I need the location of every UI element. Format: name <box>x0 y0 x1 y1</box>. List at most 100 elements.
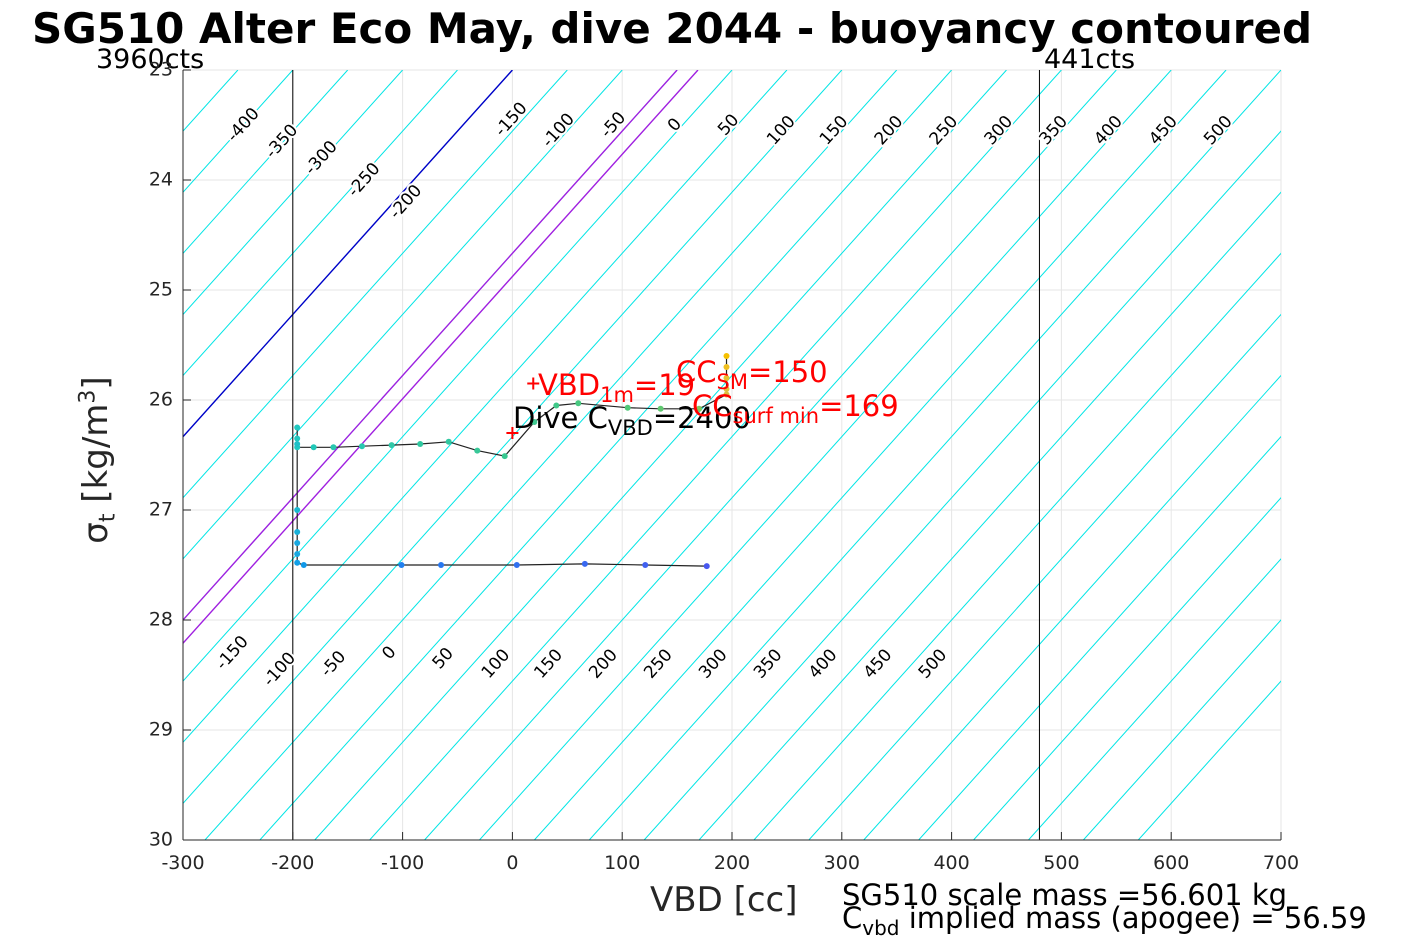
neutral-buoyancy-line <box>183 70 513 438</box>
buoyancy-contour <box>0 70 18 840</box>
y-tick-label: 25 <box>149 279 173 301</box>
cc-contour <box>183 70 678 622</box>
buoyancy-contour <box>1082 619 1281 840</box>
scale-mass-text: SG510 scale mass =56.601 kg <box>842 878 1288 912</box>
buoyancy-contour <box>183 70 733 682</box>
buoyancy-contour <box>314 70 1007 840</box>
x-tick-label: -100 <box>381 852 424 874</box>
x-tick-label: 700 <box>1263 852 1299 874</box>
x-tick-label: -200 <box>271 852 314 874</box>
dive-trace-point <box>624 404 631 411</box>
dive-trace-point <box>581 560 588 567</box>
contour-label: 50 <box>429 644 458 673</box>
buoyancy-contour <box>424 70 1117 840</box>
dive-trace-point <box>723 375 730 381</box>
dive-trace-point <box>513 562 520 568</box>
contour-label: -100 <box>538 109 579 151</box>
contour-label: 50 <box>714 110 743 139</box>
x-tick-label: 300 <box>824 852 860 874</box>
dive-trace-point <box>294 507 301 513</box>
contour-label: 300 <box>981 112 1018 150</box>
contour-label: 250 <box>640 645 677 683</box>
contour-label: -50 <box>317 647 350 681</box>
x-tick-label: 100 <box>604 852 640 874</box>
x-axis-label: VBD [cc] <box>650 880 798 920</box>
dive-trace-point <box>445 438 452 445</box>
contour-label: 0 <box>664 114 686 135</box>
dive-trace-point <box>657 405 664 412</box>
contour-label: 200 <box>585 645 622 683</box>
buoyancy-contour <box>183 70 623 560</box>
dive-trace-point <box>723 391 730 398</box>
cc-contour <box>183 70 699 645</box>
axes: -300 -200 -100 0 100 200 300 400 500 600 700232425… <box>149 59 1299 875</box>
buoyancy-contour <box>1137 680 1281 840</box>
y-tick-label: 24 <box>149 169 173 191</box>
dive-trace-point <box>294 540 301 546</box>
contour-label: 400 <box>805 645 842 683</box>
buoyancy-contour <box>588 70 1281 840</box>
y-tick-label: 26 <box>149 389 173 411</box>
dive-trace-point <box>398 562 405 568</box>
dive-trace-point <box>642 562 649 568</box>
vbd-1m-annotation: VBD1m=19 <box>538 368 696 407</box>
dive-cvbd-marker <box>506 427 519 439</box>
dive-trace-point <box>723 386 730 392</box>
buoyancy-contour <box>183 70 843 805</box>
dive-trace-point <box>388 442 395 449</box>
cc-surf-min-annotation: CCsurf min=169 <box>692 389 899 428</box>
contour-label: 100 <box>478 645 515 683</box>
dive-trace-point <box>294 559 301 566</box>
contour-label: 450 <box>860 645 897 683</box>
cc-sm-annotation: CCSM=150 <box>676 355 828 394</box>
x-tick-label: 500 <box>1043 852 1079 874</box>
buoyancy-contour <box>183 70 403 316</box>
vbd-1m-marker <box>527 377 540 390</box>
dive-trace-point <box>294 441 301 447</box>
x-tick-label: 0 <box>506 852 518 874</box>
contour-label: 350 <box>1035 112 1072 150</box>
y-tick-label: 28 <box>149 609 173 631</box>
dive-trace-point <box>723 353 730 359</box>
contour-label: 0 <box>378 642 400 663</box>
dive-cvbd-annotation: Dive CVBD=2400 <box>513 401 751 440</box>
buoyancy-contour <box>753 252 1281 840</box>
contour-label: -100 <box>259 648 300 690</box>
contour-label: -150 <box>212 632 253 674</box>
dive-trace-point <box>294 435 301 442</box>
buoyancy-contour <box>808 313 1281 840</box>
dive-trace-point <box>310 444 317 451</box>
dive-trace-point <box>501 453 508 460</box>
buoyancy-contour <box>479 70 1172 840</box>
dive-trace-point <box>723 364 730 370</box>
dive-trace-point <box>553 402 560 409</box>
buoyancy-contour <box>183 70 349 255</box>
contour-label: 200 <box>871 112 908 150</box>
y-axis-label: σt [kg/m3] <box>75 376 121 544</box>
contour-label: -200 <box>386 181 427 223</box>
contour-label: 250 <box>926 112 963 150</box>
contour-label: -300 <box>301 137 342 179</box>
dive-trace-point <box>300 562 307 568</box>
buoyancy-contour <box>0 70 73 840</box>
plot-area: -400-350-300-250-200-150 -100 -50 0 50 100 150… <box>0 70 1281 840</box>
buoyancy-contour <box>1028 558 1281 840</box>
contour-label: 500 <box>1200 112 1237 150</box>
contour-label: 100 <box>763 112 800 150</box>
buoyancy-contour <box>259 70 952 840</box>
dive-trace-point <box>330 444 337 451</box>
dive-trace-point <box>575 400 582 407</box>
buoyancy-contour <box>183 70 294 193</box>
x-tick-label: 600 <box>1153 852 1189 874</box>
dive-trace-point <box>294 529 301 535</box>
y-tick-label: 29 <box>149 719 173 741</box>
buoyancy-contour <box>918 435 1281 840</box>
buoyancy-contour <box>183 70 458 377</box>
x-tick-label: -300 <box>161 852 204 874</box>
buoyancy-contour <box>863 374 1281 840</box>
contour-label: 450 <box>1145 112 1182 150</box>
buoyancy-contour <box>643 130 1281 840</box>
x-tick-label: 200 <box>714 852 750 874</box>
contour-label: 150 <box>816 112 853 150</box>
